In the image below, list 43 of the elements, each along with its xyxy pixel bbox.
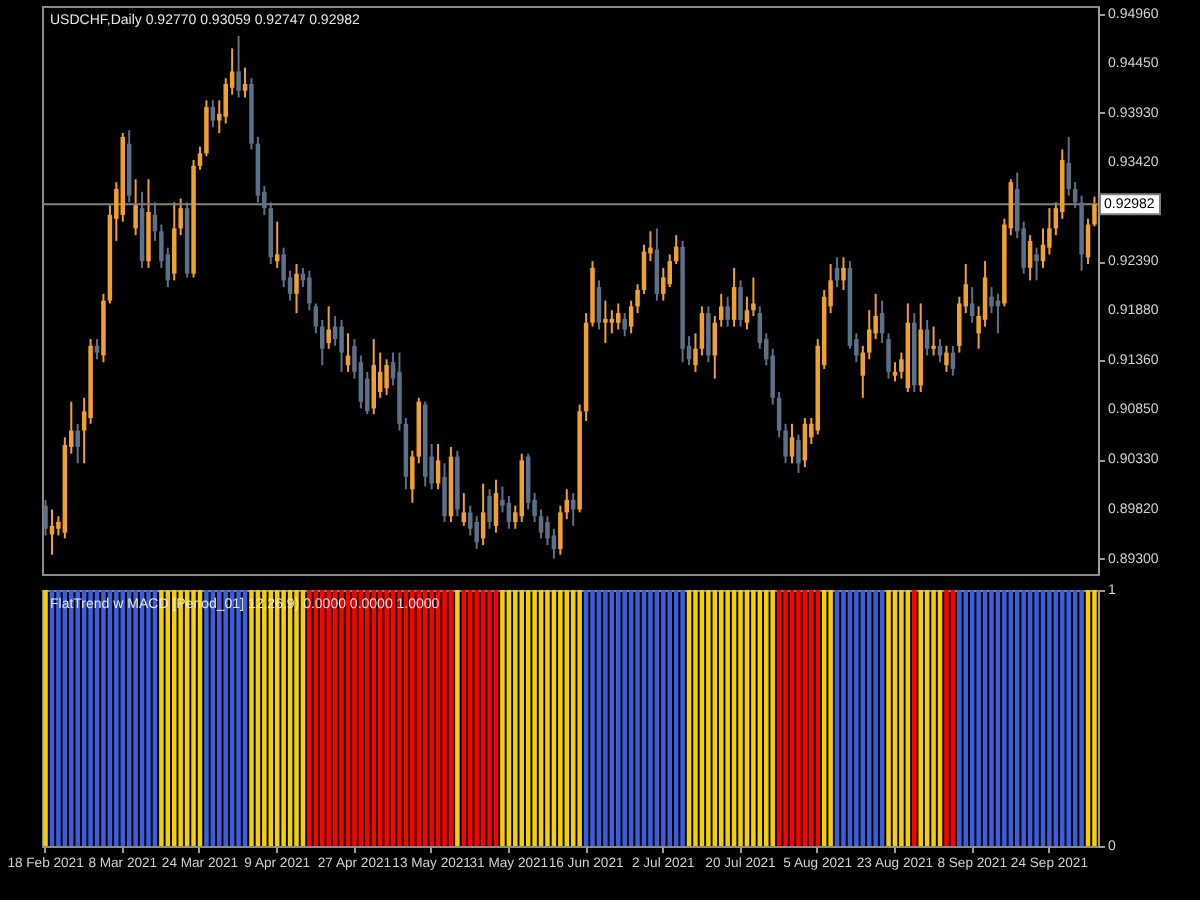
candlestick [931,325,936,357]
candlestick [339,318,344,373]
candlestick [944,344,949,373]
candlestick [242,66,248,99]
candlestick [435,443,441,491]
candlestick [609,309,615,335]
candlestick [442,462,447,524]
candlestick [94,338,100,361]
candlestick [384,358,389,396]
candlestick [622,312,627,338]
candlestick [1034,246,1039,282]
candlestick [171,201,177,282]
candlestick [603,299,608,344]
candlestick [738,279,743,328]
candlestick [307,269,312,312]
candlestick [75,422,80,465]
candlestick [487,488,492,530]
candlestick [358,354,364,410]
candlestick [841,256,846,291]
candlestick [210,99,216,129]
candlestick [133,178,138,237]
candlestick [371,338,376,416]
candlestick [596,279,602,331]
candlestick [892,361,898,383]
candlestick [706,305,711,364]
candlestick [326,305,331,350]
candlestick [924,318,930,357]
candlestick [294,263,299,315]
candlestick [725,295,730,328]
candlestick [551,527,557,560]
candlestick [345,332,351,373]
candlestick [49,508,55,556]
candlestick [789,422,795,465]
candlestick [236,34,241,99]
candlestick [461,492,467,527]
candlestick [43,498,48,537]
candlestick [493,478,499,534]
candlestick [969,286,975,324]
candlestick [616,302,621,331]
candlestick [274,220,280,269]
candlestick [699,305,705,357]
candlestick [731,266,737,328]
candlestick [796,433,801,474]
